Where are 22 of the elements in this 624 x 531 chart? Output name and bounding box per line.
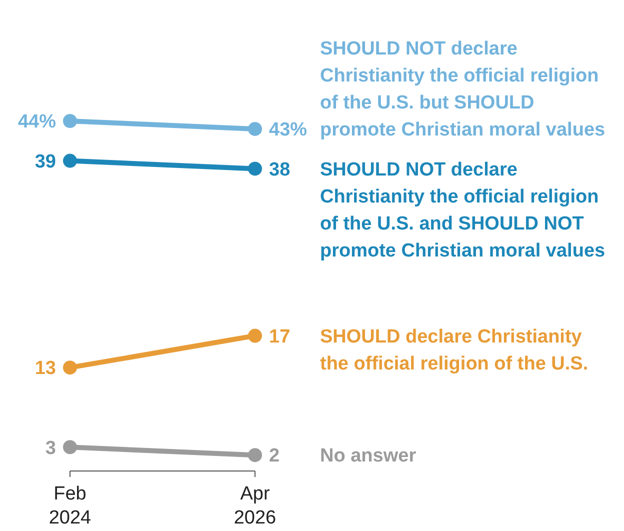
text: SHOULD declare Christianity the official religion of the U.S. [320, 326, 588, 374]
point [63, 114, 77, 128]
data-label: 13 [34, 358, 56, 380]
data-label: 3 [45, 438, 56, 459]
point [248, 162, 262, 176]
data-label: 43% [269, 120, 308, 141]
data-label: 2 [269, 446, 280, 467]
x-tick-label: Apr 2026 [234, 484, 276, 529]
point [248, 122, 262, 136]
data-label: 38 [269, 159, 290, 180]
text: SHOULD NOT declare Christianity the official religion of the U.S. but SHOULD promote Christian moral values [320, 38, 606, 141]
data-label: 17 [269, 326, 290, 348]
point [248, 328, 262, 343]
data-label: 44% [18, 112, 56, 133]
x-tick-label: Feb 2024 [48, 484, 92, 529]
point [248, 448, 262, 462]
point [63, 440, 77, 454]
text: SHOULD NOT declare Christianity the official religion of the U.S. and SHOULD NOT promote Christian moral values [320, 159, 606, 262]
text: No answer [320, 446, 417, 467]
data-label: 39 [34, 151, 56, 172]
point [63, 154, 77, 168]
point [63, 360, 77, 375]
